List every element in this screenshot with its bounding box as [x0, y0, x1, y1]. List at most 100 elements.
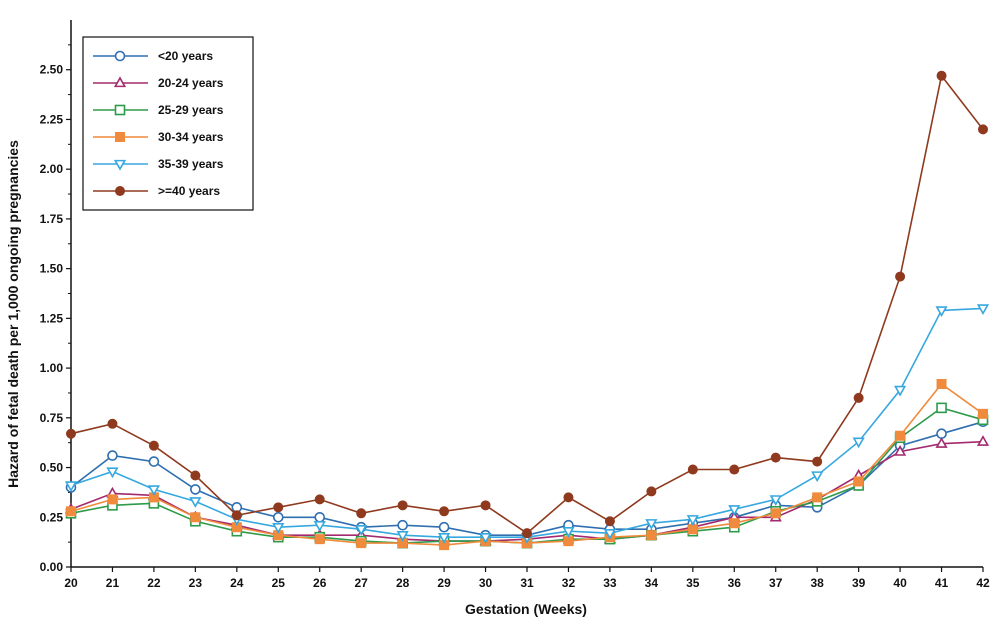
data-point [935, 306, 948, 317]
data-point [978, 408, 988, 419]
data-point [355, 525, 368, 536]
x-tick-label: 25 [272, 576, 286, 590]
x-tick-label: 26 [313, 576, 327, 590]
data-point [190, 484, 201, 495]
data-point [811, 471, 824, 483]
legend-label: <20 years [158, 49, 213, 63]
data-point [314, 534, 325, 545]
data-point [106, 467, 119, 479]
x-tick-label: 37 [769, 576, 783, 590]
data-point [687, 524, 698, 535]
y-tick-label: 2.00 [40, 162, 64, 176]
data-point [976, 304, 990, 315]
x-tick-label: 23 [189, 576, 203, 590]
data-point [978, 124, 988, 135]
data-point [148, 440, 159, 451]
legend-marker [114, 104, 126, 116]
y-tick-label: 1.25 [40, 311, 64, 325]
data-point [438, 521, 450, 533]
data-point [895, 430, 906, 441]
series-4 [64, 304, 990, 544]
data-point [687, 464, 698, 475]
data-point [936, 70, 947, 81]
data-point [895, 271, 906, 282]
legend-item: 35-39 years [93, 157, 224, 171]
legend-marker [114, 50, 126, 62]
data-point [976, 435, 990, 446]
data-point [479, 532, 492, 544]
data-point [147, 485, 161, 496]
legend-label: 30-34 years [158, 130, 224, 144]
x-tick-label: 40 [893, 576, 907, 590]
data-point [853, 392, 864, 403]
data-point [189, 497, 202, 508]
x-tick-label: 38 [811, 576, 825, 590]
x-tick-label: 39 [852, 576, 866, 590]
data-point [397, 500, 408, 511]
data-point [646, 530, 657, 541]
data-point [935, 437, 948, 448]
data-point [439, 506, 450, 517]
data-point [729, 518, 740, 529]
legend-label: 20-24 years [158, 76, 224, 90]
data-point [66, 506, 76, 517]
x-tick-label: 20 [64, 576, 78, 590]
data-point [686, 515, 699, 526]
series-0 [65, 416, 989, 541]
data-point [603, 529, 617, 540]
x-tick-label: 35 [686, 576, 700, 590]
series-line [70, 307, 984, 539]
data-point [729, 464, 740, 475]
data-point [314, 494, 325, 505]
data-point [769, 495, 782, 506]
data-point [272, 511, 284, 523]
y-tick-label: 1.75 [40, 212, 64, 226]
legend-item: <20 years [93, 49, 213, 63]
data-point [437, 532, 451, 544]
data-point [148, 456, 160, 467]
data-point [272, 523, 285, 534]
data-point [728, 505, 741, 516]
data-point [563, 536, 574, 547]
x-tick-label: 27 [355, 576, 369, 590]
x-tick-label: 33 [603, 576, 617, 590]
legend-item: 30-34 years [93, 130, 224, 144]
legend-item: 20-24 years [93, 76, 224, 90]
data-point [645, 519, 658, 530]
data-point [480, 500, 491, 511]
data-point [107, 494, 118, 505]
data-point [231, 510, 242, 521]
data-point [770, 508, 781, 519]
y-tick-label: 0.00 [40, 560, 64, 574]
legend-label: 25-29 years [158, 103, 224, 117]
x-tick-label: 32 [562, 576, 576, 590]
legend-box [82, 36, 254, 211]
series-line [70, 407, 984, 544]
legend-label: 35-39 years [158, 157, 224, 171]
data-point [853, 476, 864, 487]
data-point [936, 379, 947, 390]
series-line [70, 382, 984, 546]
data-point [273, 502, 284, 513]
y-tick-label: 2.50 [40, 63, 64, 77]
series-2 [65, 402, 989, 549]
y-tick-label: 0.25 [40, 510, 64, 524]
legend-marker [115, 132, 125, 142]
legend-marker [115, 186, 125, 196]
y-tick-label: 0.75 [40, 411, 64, 425]
data-point [563, 492, 574, 503]
y-tick-label: 2.25 [40, 112, 64, 126]
x-tick-label: 34 [645, 576, 659, 590]
x-tick-label: 21 [106, 576, 120, 590]
axes: 0.00 0.25 0.50 0.75 1.00 1.25 1.50 1.75 2.00 2.25… [40, 20, 990, 590]
y-tick-label: 1.50 [40, 262, 64, 276]
data-point [314, 511, 326, 523]
data-point [852, 437, 865, 449]
data-point [812, 492, 823, 503]
data-point [770, 452, 781, 463]
x-tick-label: 31 [520, 576, 534, 590]
x-tick-label: 24 [230, 576, 244, 590]
y-axis-title: Hazard of fetal death per 1,000 ongoing … [5, 140, 21, 488]
data-point [936, 402, 947, 414]
